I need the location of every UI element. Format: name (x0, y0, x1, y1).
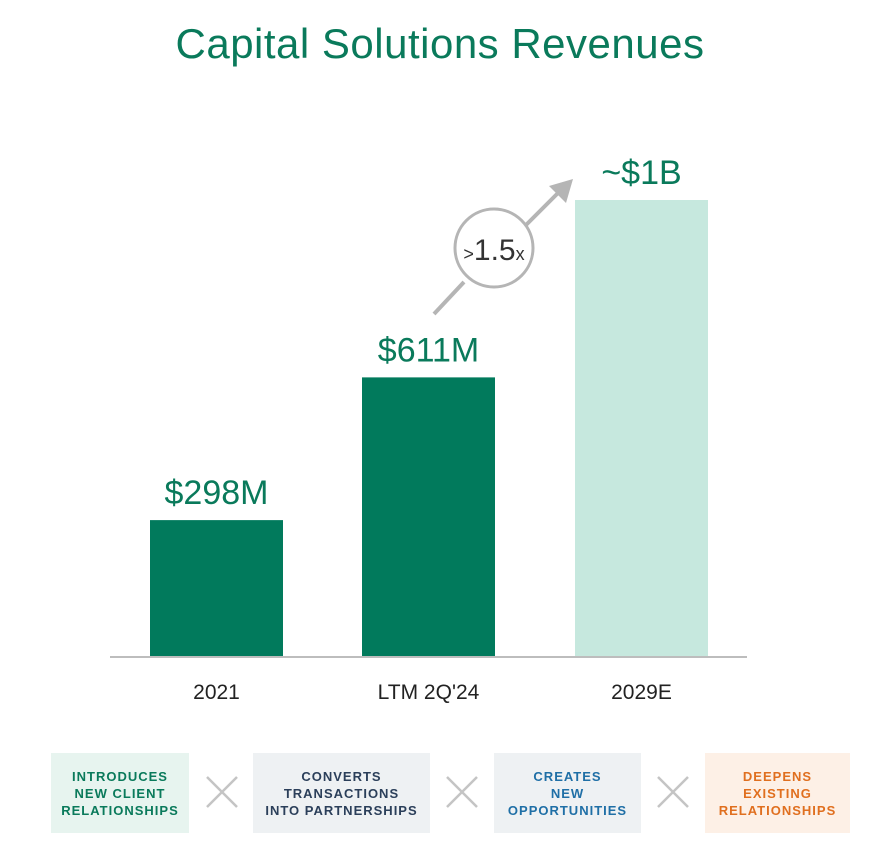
pill-introduces: INTRODUCES NEW CLIENT RELATIONSHIPS (51, 753, 189, 833)
x-tick-label-0: 2021 (193, 681, 240, 704)
growth-label-value: 1.5 (474, 234, 516, 267)
growth-label-suffix: x (516, 244, 525, 264)
times-icon (657, 776, 689, 808)
data-label-1: $611M (378, 331, 479, 369)
x-tick-label-1: LTM 2Q'24 (378, 681, 480, 704)
bar-0 (150, 520, 283, 656)
growth-arrow-head (549, 179, 573, 203)
x-tick-label-2: 2029E (611, 681, 672, 704)
growth-circle (453, 207, 535, 289)
pill-creates: CREATES NEW OPPORTUNITIES (494, 753, 641, 833)
data-label-0: $298M (165, 474, 269, 512)
chart-title: Capital Solutions Revenues (175, 20, 705, 67)
growth-annotation: >1.5x (432, 179, 573, 316)
growth-arrow-upper (522, 186, 565, 229)
growth-arrow-lower (432, 280, 466, 316)
pill-converts: CONVERTS TRANSACTIONS INTO PARTNERSHIPS (253, 753, 430, 833)
growth-label: >1.5x (463, 234, 524, 267)
growth-label-prefix: > (463, 244, 474, 264)
bar-chart: $298M 2021 $611M LTM 2Q'24 ~$1B 2029E >1.5x (110, 154, 747, 704)
bar-1 (362, 377, 495, 656)
pill-deepens: DEEPENS EXISTING RELATIONSHIPS (705, 753, 850, 833)
bar-2 (575, 200, 708, 656)
times-icon (206, 776, 238, 808)
data-label-2: ~$1B (601, 154, 681, 192)
times-icon (446, 776, 478, 808)
